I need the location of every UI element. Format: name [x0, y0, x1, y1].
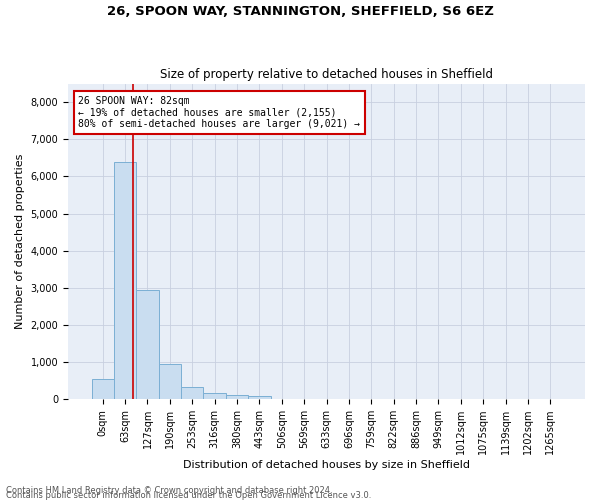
Bar — [136, 290, 158, 399]
Text: 26, SPOON WAY, STANNINGTON, SHEFFIELD, S6 6EZ: 26, SPOON WAY, STANNINGTON, SHEFFIELD, S… — [107, 5, 493, 18]
Text: Contains public sector information licensed under the Open Government Licence v3: Contains public sector information licen… — [6, 491, 371, 500]
Text: Contains HM Land Registry data © Crown copyright and database right 2024.: Contains HM Land Registry data © Crown c… — [6, 486, 332, 495]
Bar — [226, 395, 248, 399]
Bar — [92, 379, 114, 399]
X-axis label: Distribution of detached houses by size in Sheffield: Distribution of detached houses by size … — [183, 460, 470, 470]
Bar — [158, 364, 181, 399]
Bar — [181, 387, 203, 399]
Text: 26 SPOON WAY: 82sqm
← 19% of detached houses are smaller (2,155)
80% of semi-det: 26 SPOON WAY: 82sqm ← 19% of detached ho… — [79, 96, 361, 130]
Bar — [248, 396, 271, 399]
Title: Size of property relative to detached houses in Sheffield: Size of property relative to detached ho… — [160, 68, 493, 81]
Bar — [203, 393, 226, 399]
Bar — [114, 162, 136, 399]
Y-axis label: Number of detached properties: Number of detached properties — [15, 154, 25, 329]
